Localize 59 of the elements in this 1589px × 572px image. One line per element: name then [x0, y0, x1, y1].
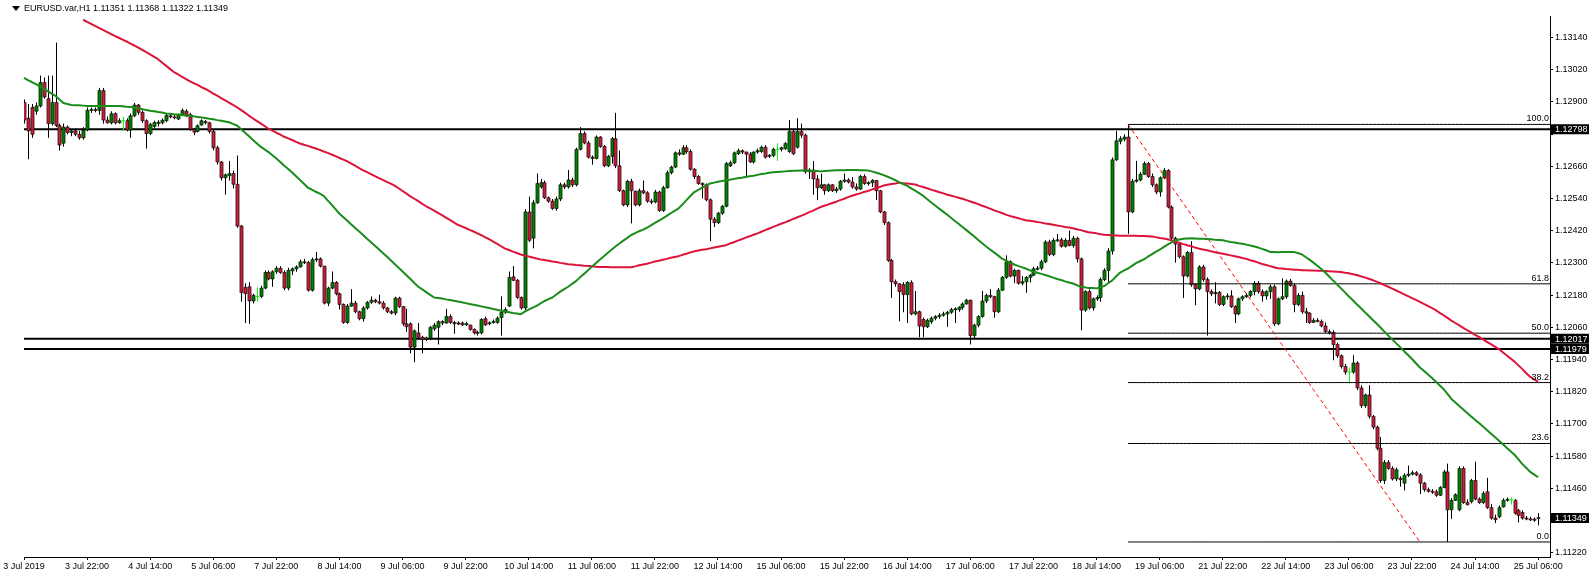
x-tick-label: 22 Jul 14:00	[1261, 560, 1311, 571]
chart-title: EURUSD.var,H1 1.11351 1.11368 1.11322 1.11349	[24, 2, 228, 13]
y-tick-label: 1.11580	[1555, 450, 1587, 461]
y-tick-label: 1.12660	[1555, 160, 1588, 171]
legend-label: 61.8	[1531, 272, 1549, 283]
y-tick-label: 1.11220	[1555, 547, 1587, 558]
x-tick-label: 3 Jul 22:00	[65, 560, 110, 571]
x-tick-label: 8 Jul 14:00	[317, 560, 362, 571]
line-series	[1127, 123, 1421, 543]
y-tick-label: 1.11460	[1555, 482, 1587, 493]
series-label: 0.0	[1536, 530, 1549, 541]
y-tick-label: 1.11700	[1555, 418, 1587, 429]
x-tick-label: 11 Jul 06:00	[567, 560, 616, 571]
x-tick-label: 15 Jul 06:00	[756, 560, 806, 571]
x-tick-label: 5 Jul 06:00	[191, 560, 236, 571]
x-tick-label: 11 Jul 22:00	[630, 560, 680, 571]
candlestick	[897, 282, 902, 322]
x-tick-label: 17 Jul 06:00	[945, 560, 995, 571]
x-tick-label: 4 Jul 14:00	[128, 560, 173, 571]
x-tick-label: 23 Jul 06:00	[1324, 560, 1374, 571]
x-tick-label: 12 Jul 14:00	[693, 560, 743, 571]
candlestick	[50, 75, 55, 126]
y-tick-label: 1.12900	[1555, 96, 1588, 107]
series-label: 38.2	[1531, 371, 1549, 382]
candlestick	[905, 280, 910, 324]
ref-line-label: 1.12017	[1555, 333, 1588, 344]
candlestick	[227, 160, 232, 181]
ref-line-label: 1.11979	[1555, 344, 1587, 355]
y-tick-label: 1.12060	[1555, 321, 1588, 332]
x-tick-label: 21 Jul 22:00	[1198, 560, 1248, 571]
series-label: 100.0	[1526, 113, 1549, 124]
text: 1.11349	[1555, 513, 1587, 524]
y-tick-label: 1.12540	[1555, 192, 1588, 203]
x-tick-label: 15 Jul 22:00	[819, 560, 869, 571]
candlestick	[507, 270, 512, 308]
legend-label: 23.6	[1531, 432, 1549, 443]
ref-line-label: 1.12798	[1555, 124, 1588, 135]
y-tick-label: 1.12300	[1555, 257, 1588, 268]
x-tick-label: 16 Jul 14:00	[882, 560, 932, 571]
y-tick-label: 1.13020	[1555, 64, 1588, 75]
x-tick-label: 3 Jul 2019	[3, 560, 45, 571]
x-tick-label: 10 Jul 14:00	[504, 560, 554, 571]
x-tick-label: 25 Jul 06:00	[1513, 560, 1563, 571]
y-tick-label: 1.12420	[1555, 225, 1588, 236]
y-tick-label: 1.12180	[1555, 289, 1588, 300]
x-tick-label: 9 Jul 06:00	[380, 560, 425, 571]
x-tick-label: 23 Jul 22:00	[1387, 560, 1437, 571]
candlestick	[1473, 461, 1478, 501]
series-label: 50.0	[1531, 322, 1549, 333]
x-tick-label: 17 Jul 22:00	[1008, 560, 1058, 571]
candlestick	[282, 269, 287, 291]
y-tick-label: 1.13140	[1555, 31, 1588, 42]
x-tick-label: 19 Jul 06:00	[1135, 560, 1185, 571]
y-tick-label: 1.11940	[1555, 353, 1587, 364]
x-tick-label: 9 Jul 22:00	[443, 560, 488, 571]
x-tick-label: 24 Jul 14:00	[1450, 560, 1500, 571]
x-tick-label: 18 Jul 14:00	[1072, 560, 1122, 571]
y-tick-label: 1.11820	[1555, 386, 1587, 397]
x-tick-label: 7 Jul 22:00	[254, 560, 299, 571]
